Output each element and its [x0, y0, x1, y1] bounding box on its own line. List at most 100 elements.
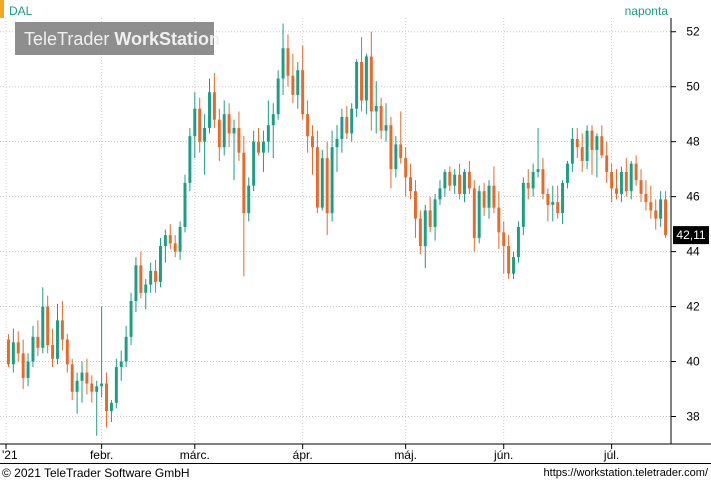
- candle: [134, 257, 138, 313]
- candle: [266, 100, 270, 153]
- candle: [379, 97, 383, 139]
- candle-body: [394, 144, 398, 170]
- candle-body: [119, 361, 123, 368]
- candle-body: [208, 92, 211, 128]
- candle-body: [580, 147, 584, 161]
- candle-body: [247, 185, 251, 214]
- candle-body: [615, 188, 618, 194]
- candle: [482, 182, 486, 216]
- candle: [575, 127, 579, 159]
- candle-body: [281, 48, 285, 79]
- candle-body: [418, 218, 422, 247]
- candle-body: [566, 163, 569, 183]
- candle: [105, 372, 108, 428]
- candle: [46, 295, 50, 354]
- candle: [208, 78, 211, 134]
- candle: [242, 136, 246, 277]
- candle-body: [605, 155, 609, 172]
- candle-body: [546, 193, 550, 205]
- candle-body: [526, 182, 530, 189]
- candle: [619, 166, 623, 203]
- x-tick-label: jún.: [493, 448, 513, 462]
- candle: [463, 169, 466, 203]
- candle-body: [360, 61, 363, 101]
- candle-body: [634, 163, 638, 181]
- candle: [70, 358, 74, 401]
- candle-body: [409, 177, 413, 192]
- candle: [178, 221, 182, 260]
- candle: [634, 155, 638, 186]
- candle-body: [276, 78, 280, 115]
- candle: [541, 158, 545, 200]
- candle-body: [467, 171, 471, 189]
- candle: [51, 328, 55, 368]
- candle: [306, 100, 310, 153]
- x-tick-label: márc.: [180, 448, 210, 462]
- candle-body: [629, 163, 633, 192]
- candle: [561, 180, 565, 225]
- candle: [188, 127, 192, 192]
- candle-body: [41, 306, 45, 348]
- candle-body: [56, 320, 59, 359]
- candle-body: [31, 336, 35, 362]
- candle-body: [296, 70, 300, 95]
- candle: [158, 237, 162, 288]
- y-tick-label: 38: [686, 410, 700, 424]
- candle: [600, 125, 604, 159]
- candle: [193, 92, 197, 159]
- candle: [232, 119, 236, 181]
- candle-body: [163, 235, 167, 247]
- candle-body: [286, 48, 290, 76]
- watermark-brand-bold: WorkStation: [114, 29, 220, 49]
- candle: [384, 103, 388, 142]
- candle-body: [575, 138, 579, 148]
- candle-body: [472, 188, 476, 238]
- candle: [252, 130, 256, 192]
- candle: [629, 160, 633, 200]
- candle-body: [252, 141, 256, 186]
- candle: [521, 177, 525, 236]
- candle: [502, 221, 506, 274]
- candle-body: [325, 158, 329, 214]
- candle: [60, 301, 64, 351]
- candle: [364, 53, 368, 115]
- candle-body: [129, 301, 133, 337]
- candle-body: [561, 182, 565, 214]
- svg-text:42,11: 42,11: [676, 228, 705, 242]
- candle-body: [36, 336, 40, 348]
- candle: [654, 199, 658, 230]
- x-tick-label: júl.: [603, 448, 619, 462]
- candle-body: [100, 383, 104, 387]
- candle-body: [311, 136, 314, 148]
- candle-body: [384, 125, 388, 131]
- candle-body: [644, 193, 648, 203]
- candle-body: [443, 171, 447, 189]
- candle-body: [600, 136, 604, 156]
- candle: [649, 185, 653, 219]
- candle-body: [413, 191, 417, 219]
- candle-body: [222, 114, 226, 148]
- candle-body: [610, 171, 614, 189]
- candle: [512, 251, 516, 280]
- candle-body: [340, 116, 344, 139]
- candle-body: [70, 364, 74, 392]
- candle-body: [379, 105, 383, 131]
- last-price-tag: 42,11: [673, 226, 709, 245]
- candle-body: [389, 125, 393, 170]
- candle: [423, 204, 427, 269]
- candle: [438, 180, 442, 205]
- candle: [217, 108, 221, 161]
- candle-body: [21, 353, 25, 379]
- y-tick-label: 42: [686, 300, 700, 314]
- candle-body: [6, 339, 10, 365]
- candle-body: [438, 188, 442, 200]
- candle: [355, 59, 359, 117]
- candle-body: [404, 158, 408, 178]
- candle-body: [173, 243, 177, 252]
- candle-body: [301, 70, 305, 115]
- candle: [404, 147, 408, 197]
- candle-body: [521, 182, 525, 227]
- source-url[interactable]: https://workstation.teletrader.com/: [543, 467, 708, 479]
- candle: [100, 306, 104, 398]
- candle: [477, 185, 481, 244]
